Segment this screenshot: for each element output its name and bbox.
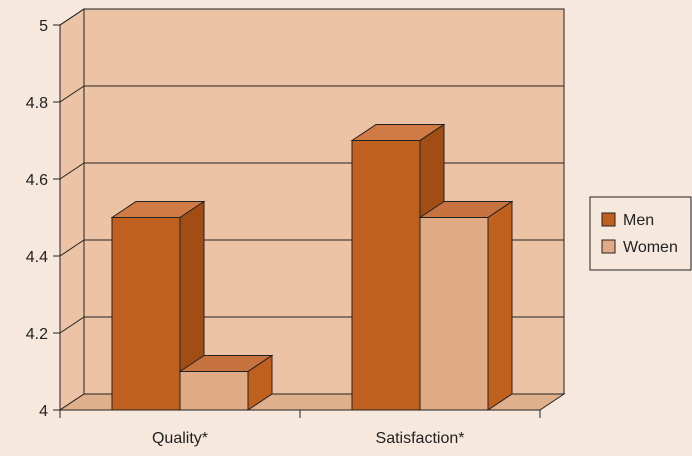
gridline bbox=[59, 8, 564, 26]
bar-men-0 bbox=[110, 200, 206, 411]
legend-swatch-women bbox=[601, 239, 616, 254]
legend-label-men: Men bbox=[623, 212, 654, 229]
bar-women-0 bbox=[178, 354, 274, 411]
y-tick-label: 4.6 bbox=[26, 172, 48, 189]
side-wall bbox=[59, 8, 85, 411]
gridline bbox=[59, 85, 564, 103]
bar-women-1 bbox=[418, 200, 514, 411]
y-tick-label: 4.4 bbox=[26, 249, 48, 266]
y-tick-label: 4 bbox=[39, 403, 48, 420]
x-category-label: Satisfaction* bbox=[376, 430, 465, 447]
legend: Men Women bbox=[589, 196, 692, 271]
bars bbox=[110, 123, 514, 411]
x-category-label: Quality* bbox=[152, 430, 208, 447]
y-tick-label: 4.8 bbox=[26, 95, 48, 112]
legend-swatch-men bbox=[601, 212, 616, 227]
y-tick-label: 5 bbox=[39, 18, 48, 35]
legend-label-women: Women bbox=[623, 239, 678, 256]
axes: 4 4.2 4.4 4.6 4.8 5 Quality* Satisfaction* bbox=[26, 18, 541, 447]
legend-box bbox=[589, 196, 692, 271]
y-tick-label: 4.2 bbox=[26, 326, 48, 343]
